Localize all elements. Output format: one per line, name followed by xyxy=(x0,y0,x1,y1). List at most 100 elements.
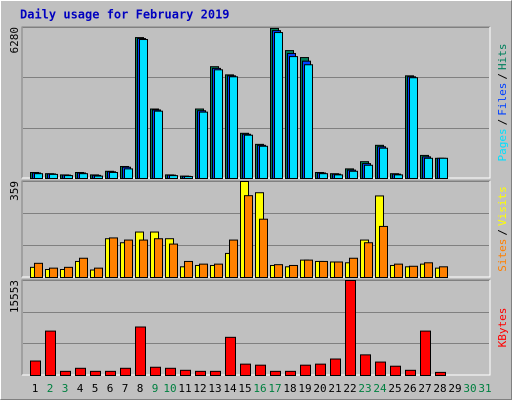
bar xyxy=(214,263,223,278)
bar xyxy=(30,360,41,376)
bar xyxy=(109,171,118,180)
bar xyxy=(364,164,373,180)
legend-entry: KBytes xyxy=(496,308,509,348)
bar xyxy=(255,364,266,377)
legend-separator: / xyxy=(496,119,509,126)
bar xyxy=(379,225,388,278)
bar xyxy=(199,263,208,278)
bar xyxy=(195,370,206,377)
bar xyxy=(180,369,191,376)
x-tick-label: 3 xyxy=(62,382,69,395)
x-tick-label: 25 xyxy=(388,382,401,395)
bar xyxy=(424,262,433,279)
x-tick-label: 13 xyxy=(208,382,221,395)
bar xyxy=(49,173,58,179)
x-tick-label: 1 xyxy=(32,382,39,395)
legend-entry: Hits xyxy=(496,44,509,71)
y-tick-label: 6280 xyxy=(8,27,21,54)
bar xyxy=(184,176,193,179)
x-tick-label: 10 xyxy=(163,382,176,395)
legend-separator: / xyxy=(496,229,509,236)
x-tick-label: 31 xyxy=(478,382,491,395)
x-tick-label: 22 xyxy=(343,382,356,395)
bar xyxy=(364,242,373,278)
x-tick-label: 14 xyxy=(223,382,237,395)
bar xyxy=(394,174,403,179)
bar xyxy=(259,218,268,279)
bar xyxy=(94,267,103,278)
legend: KBytes xyxy=(496,308,509,348)
legend: Pages / Files / Hits xyxy=(496,44,509,162)
x-tick-label: 26 xyxy=(403,382,416,395)
panel-border-light xyxy=(22,280,491,376)
bar xyxy=(139,39,148,179)
bar xyxy=(169,243,178,279)
x-tick-label: 8 xyxy=(137,382,144,395)
x-tick-label: 21 xyxy=(328,382,341,395)
bar xyxy=(154,110,163,179)
bar xyxy=(229,76,238,179)
bar xyxy=(199,111,208,179)
x-tick-label: 5 xyxy=(92,382,99,395)
bar xyxy=(60,370,71,377)
bar xyxy=(345,280,356,376)
bar xyxy=(244,195,253,278)
bar xyxy=(304,259,313,278)
bar xyxy=(64,266,73,278)
bar xyxy=(210,370,221,377)
bar xyxy=(349,257,358,279)
bar xyxy=(94,175,103,179)
legend: Sites / Visits xyxy=(496,186,509,272)
bar xyxy=(289,56,298,179)
bar xyxy=(49,267,58,278)
bar xyxy=(165,367,176,377)
bar xyxy=(240,363,251,377)
legend-entry: Sites xyxy=(496,239,509,272)
bar xyxy=(259,145,268,180)
bar xyxy=(184,260,193,279)
x-tick-label: 29 xyxy=(448,382,461,395)
bar xyxy=(409,265,418,278)
bar xyxy=(229,239,238,278)
bar xyxy=(90,370,101,377)
chart-title: Daily usage for February 2019 xyxy=(20,8,230,22)
bar xyxy=(120,367,131,377)
bar xyxy=(285,370,296,377)
bar xyxy=(304,64,313,179)
y-tick-label: 15553 xyxy=(8,280,21,313)
x-tick-label: 19 xyxy=(298,382,311,395)
bar xyxy=(300,364,311,377)
bar xyxy=(334,261,343,279)
x-tick-label: 2 xyxy=(47,382,54,395)
x-tick-label: 17 xyxy=(268,382,281,395)
bar xyxy=(34,262,43,279)
x-tick-label: 15 xyxy=(238,382,251,395)
bar xyxy=(75,367,86,377)
x-tick-label: 18 xyxy=(283,382,296,395)
y-tick-label: 359 xyxy=(8,181,21,201)
bar xyxy=(289,264,298,279)
bar xyxy=(244,134,253,179)
bar xyxy=(34,173,43,180)
bar xyxy=(79,173,88,180)
bar xyxy=(109,237,118,279)
bar xyxy=(319,260,328,279)
bar xyxy=(315,363,326,377)
bar xyxy=(334,174,343,179)
legend-entry: Pages xyxy=(496,128,509,161)
bar xyxy=(360,354,371,376)
bar xyxy=(420,330,431,377)
x-tick-label: 16 xyxy=(253,382,266,395)
bar xyxy=(394,263,403,278)
bar xyxy=(45,330,56,377)
bar xyxy=(379,147,388,180)
x-tick-label: 4 xyxy=(77,382,84,395)
bar xyxy=(225,336,236,377)
x-tick-label: 27 xyxy=(418,382,431,395)
bar xyxy=(319,173,328,180)
bar xyxy=(439,157,448,180)
bar xyxy=(270,370,281,377)
bar xyxy=(409,77,418,179)
